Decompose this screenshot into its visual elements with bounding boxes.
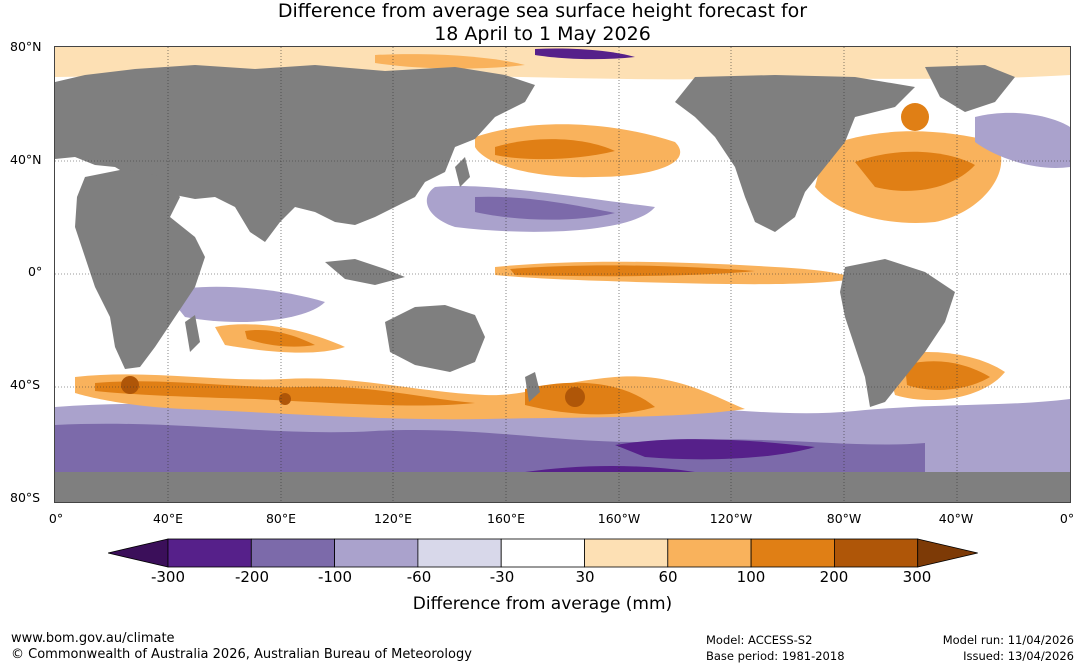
equatorial-pacific-anomaly-strong bbox=[510, 265, 755, 277]
colorbar-tick-label: 200 bbox=[819, 568, 849, 586]
lon-label-160w: 160°W bbox=[597, 511, 641, 526]
title-line-2: 18 April to 1 May 2026 bbox=[434, 23, 651, 45]
colorbar-tick-label: -200 bbox=[234, 568, 270, 586]
north-atlantic-anomaly-purple bbox=[975, 112, 1070, 168]
land-south-america bbox=[840, 259, 955, 407]
chart-title: Difference from average sea surface heig… bbox=[0, 0, 1085, 46]
colorbar-swatch bbox=[584, 538, 669, 568]
colorbar-swatch bbox=[667, 538, 752, 568]
lon-label-40w: 40°W bbox=[938, 511, 974, 526]
north-pacific-anomaly-strong bbox=[495, 139, 615, 160]
lat-label-40n: 40°N bbox=[10, 152, 42, 167]
colorbar-swatch bbox=[834, 538, 919, 568]
base-period: Base period: 1981-2018 bbox=[706, 649, 845, 663]
colorbar-tick-label: -100 bbox=[317, 568, 353, 586]
colorbar-tick-label: -60 bbox=[406, 568, 432, 586]
anomaly-peak-1 bbox=[121, 376, 139, 394]
southern-ocean-anomaly-strong-2 bbox=[525, 465, 695, 472]
lat-label-80s: 80°S bbox=[10, 490, 41, 505]
colorbar-tick-label: -30 bbox=[489, 568, 515, 586]
land-madagascar bbox=[185, 315, 200, 352]
southern-ocean-anomaly-mid bbox=[55, 423, 925, 472]
colorbar-swatch bbox=[167, 538, 252, 568]
copyright-text: © Commonwealth of Australia 2026, Austra… bbox=[11, 647, 472, 662]
lat-label-80n: 80°N bbox=[10, 39, 42, 54]
colorbar-swatch bbox=[250, 538, 336, 568]
anomaly-peak-3 bbox=[279, 393, 291, 405]
southern-band-anomaly-strong-2 bbox=[525, 382, 655, 415]
colorbar-swatches bbox=[107, 538, 978, 568]
north-atlantic-anomaly-strong bbox=[855, 151, 975, 191]
land-japan bbox=[455, 157, 470, 187]
north-pacific-anomaly-purple-core bbox=[475, 196, 615, 220]
graticule bbox=[55, 47, 1070, 502]
colorbar-swatch bbox=[417, 538, 502, 568]
lon-label-120e: 120°E bbox=[373, 511, 413, 526]
anomaly-peak-2 bbox=[565, 387, 585, 407]
south-atlantic-anomaly-strong bbox=[905, 361, 990, 390]
indian-ocean-anomaly-purple bbox=[165, 286, 325, 322]
southern-ocean-anomaly-strong bbox=[615, 439, 815, 460]
anomaly-peak-4 bbox=[901, 103, 929, 131]
colorbar bbox=[107, 538, 978, 572]
colorbar-tick-label: 30 bbox=[575, 568, 595, 586]
colorbar-extend-low bbox=[107, 538, 169, 568]
lon-label-0-west: 0° bbox=[48, 511, 64, 526]
sea-surface-height-map bbox=[54, 46, 1071, 503]
lon-label-0-east: 0° bbox=[1059, 511, 1075, 526]
land-north-america bbox=[675, 75, 915, 232]
land-australia bbox=[385, 305, 485, 372]
land-greenland bbox=[925, 65, 1015, 112]
colorbar-extend-high bbox=[917, 538, 978, 568]
colorbar-swatch bbox=[750, 538, 835, 568]
colorbar-swatch bbox=[334, 538, 419, 568]
colorbar-swatch bbox=[500, 538, 585, 568]
colorbar-tick-label: -300 bbox=[150, 568, 186, 586]
indian-ocean-anomaly-orange-core bbox=[245, 329, 315, 347]
colorbar-tick-label: 100 bbox=[736, 568, 766, 586]
land-indonesia bbox=[325, 259, 405, 285]
colorbar-tick-label: 300 bbox=[902, 568, 932, 586]
land-antarctica bbox=[55, 472, 1070, 502]
arctic-anomaly-strong bbox=[375, 54, 525, 69]
title-line-1: Difference from average sea surface heig… bbox=[277, 0, 808, 22]
lon-label-40e: 40°E bbox=[152, 511, 184, 526]
lon-label-80w: 80°W bbox=[826, 511, 862, 526]
model-name: Model: ACCESS-S2 bbox=[706, 633, 813, 647]
lon-label-120w: 120°W bbox=[709, 511, 753, 526]
map-canvas bbox=[55, 47, 1070, 502]
lon-label-160e: 160°E bbox=[486, 511, 526, 526]
land-africa bbox=[75, 169, 205, 369]
lon-label-80e: 80°E bbox=[265, 511, 297, 526]
website-link[interactable]: www.bom.gov.au/climate bbox=[11, 631, 175, 646]
colorbar-tick-label: 60 bbox=[658, 568, 678, 586]
land-eurasia bbox=[55, 65, 535, 242]
lat-label-40s: 40°S bbox=[10, 377, 41, 392]
colorbar-title: Difference from average (mm) bbox=[412, 594, 673, 614]
issued-date: Issued: 13/04/2026 bbox=[963, 649, 1074, 663]
land-masses bbox=[55, 65, 1070, 502]
model-run-date: Model run: 11/04/2026 bbox=[942, 633, 1074, 647]
arctic-anomaly-purple bbox=[535, 48, 635, 60]
lat-label-0: 0° bbox=[28, 264, 43, 279]
